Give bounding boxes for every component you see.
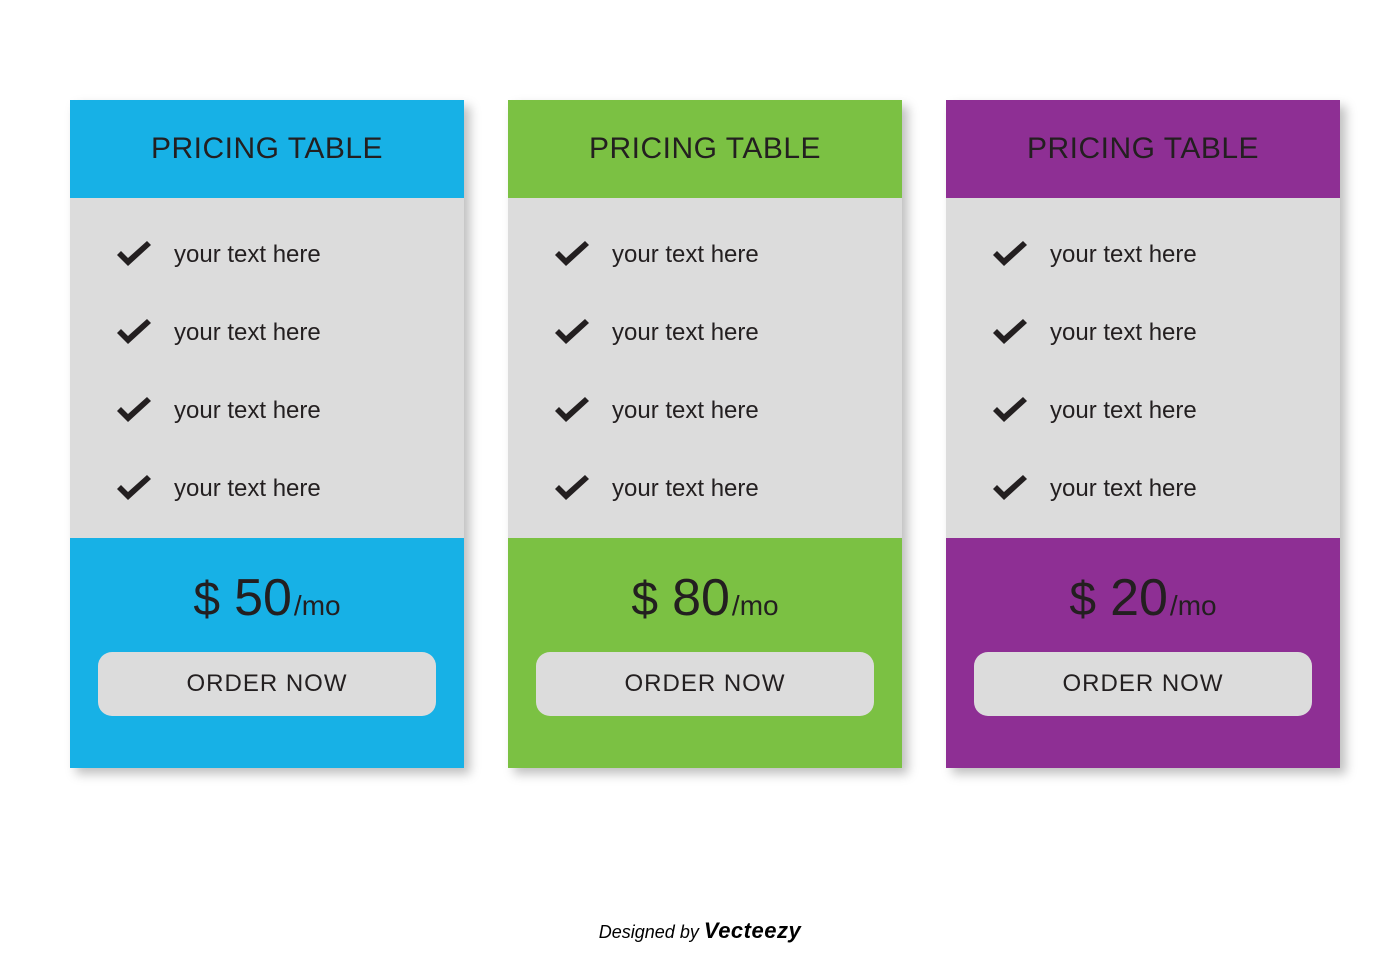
check-icon: [114, 240, 154, 270]
card-footer: $ 80 /mo ORDER NOW: [508, 538, 902, 768]
feature-text: your text here: [1050, 241, 1197, 269]
check-icon: [990, 474, 1030, 504]
feature-text: your text here: [612, 475, 759, 503]
feature-list: your text here your text here your text …: [946, 198, 1340, 538]
check-icon: [552, 474, 592, 504]
card-header: PRICING TABLE: [70, 100, 464, 198]
feature-item: your text here: [114, 396, 434, 426]
check-icon: [552, 240, 592, 270]
card-header: PRICING TABLE: [508, 100, 902, 198]
feature-item: your text here: [990, 240, 1310, 270]
order-now-button[interactable]: ORDER NOW: [536, 652, 874, 716]
price-amount: 80: [672, 568, 730, 628]
feature-list: your text here your text here your text …: [70, 198, 464, 538]
feature-item: your text here: [552, 240, 872, 270]
price-currency: $: [1069, 572, 1096, 627]
feature-text: your text here: [174, 319, 321, 347]
check-icon: [552, 318, 592, 348]
card-title: PRICING TABLE: [589, 132, 821, 166]
card-header: PRICING TABLE: [946, 100, 1340, 198]
feature-item: your text here: [552, 474, 872, 504]
order-now-button[interactable]: ORDER NOW: [98, 652, 436, 716]
check-icon: [114, 318, 154, 348]
pricing-cards-row: PRICING TABLE your text here your text h…: [70, 100, 1340, 768]
feature-text: your text here: [174, 475, 321, 503]
price-currency: $: [193, 572, 220, 627]
price-currency: $: [631, 572, 658, 627]
price-period: /mo: [294, 590, 341, 622]
price: $ 80 /mo: [631, 568, 778, 628]
card-title: PRICING TABLE: [151, 132, 383, 166]
check-icon: [990, 318, 1030, 348]
pricing-card-blue: PRICING TABLE your text here your text h…: [70, 100, 464, 768]
check-icon: [114, 474, 154, 504]
feature-item: your text here: [114, 318, 434, 348]
feature-text: your text here: [174, 241, 321, 269]
attribution-brand: Vecteezy: [704, 918, 801, 943]
feature-list: your text here your text here your text …: [508, 198, 902, 538]
check-icon: [990, 240, 1030, 270]
feature-text: your text here: [612, 241, 759, 269]
price-period: /mo: [732, 590, 779, 622]
feature-text: your text here: [174, 397, 321, 425]
check-icon: [990, 396, 1030, 426]
feature-item: your text here: [990, 396, 1310, 426]
feature-item: your text here: [114, 240, 434, 270]
feature-item: your text here: [552, 396, 872, 426]
feature-text: your text here: [612, 397, 759, 425]
card-title: PRICING TABLE: [1027, 132, 1259, 166]
feature-text: your text here: [1050, 397, 1197, 425]
price: $ 20 /mo: [1069, 568, 1216, 628]
order-now-button[interactable]: ORDER NOW: [974, 652, 1312, 716]
feature-item: your text here: [552, 318, 872, 348]
pricing-card-purple: PRICING TABLE your text here your text h…: [946, 100, 1340, 768]
price: $ 50 /mo: [193, 568, 340, 628]
card-footer: $ 50 /mo ORDER NOW: [70, 538, 464, 768]
price-amount: 20: [1110, 568, 1168, 628]
card-footer: $ 20 /mo ORDER NOW: [946, 538, 1340, 768]
attribution-prefix: Designed by: [599, 922, 704, 942]
feature-text: your text here: [1050, 319, 1197, 347]
feature-text: your text here: [1050, 475, 1197, 503]
feature-text: your text here: [612, 319, 759, 347]
check-icon: [552, 396, 592, 426]
price-period: /mo: [1170, 590, 1217, 622]
feature-item: your text here: [990, 474, 1310, 504]
pricing-card-green: PRICING TABLE your text here your text h…: [508, 100, 902, 768]
feature-item: your text here: [114, 474, 434, 504]
feature-item: your text here: [990, 318, 1310, 348]
attribution: Designed by Vecteezy: [0, 918, 1400, 944]
price-amount: 50: [234, 568, 292, 628]
check-icon: [114, 396, 154, 426]
